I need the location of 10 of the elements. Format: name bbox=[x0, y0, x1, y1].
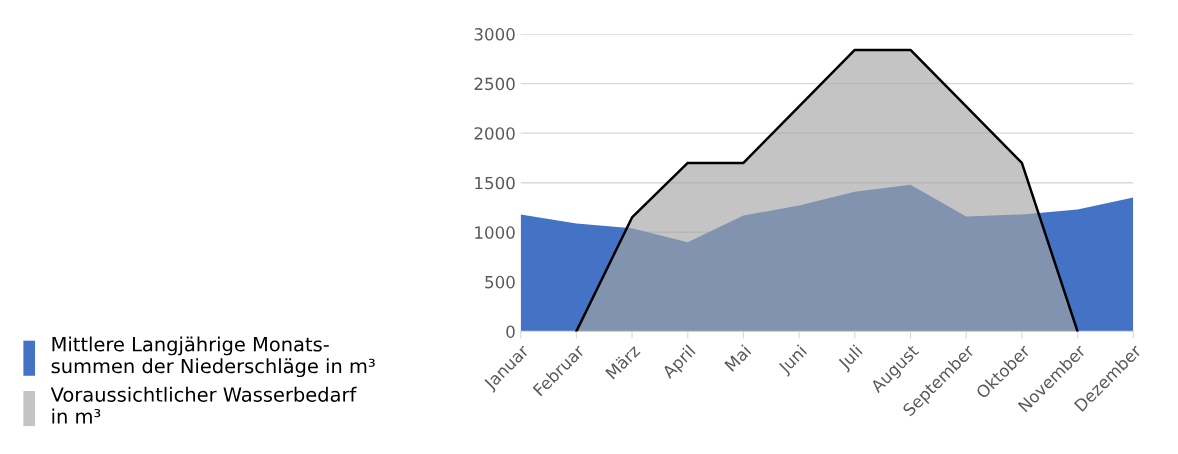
y-tick-label: 2500 bbox=[474, 77, 515, 91]
y-tick-label: 1500 bbox=[475, 176, 515, 190]
legend-label: Voraussichtlicher Wasserbedarf in m³ bbox=[50, 386, 357, 424]
y-tick-label: 500 bbox=[485, 275, 515, 289]
y-tick-label: 3000 bbox=[474, 28, 515, 41]
x-tick-label: Mai bbox=[723, 344, 752, 372]
y-tick-label: 2000 bbox=[474, 127, 515, 140]
y-tick-label: 1000 bbox=[475, 226, 515, 239]
legend-label: Mittlere Langjährige Monats- summen der Niederschläge in m³ bbox=[51, 336, 375, 378]
y-tick-label: 0 bbox=[506, 325, 515, 338]
